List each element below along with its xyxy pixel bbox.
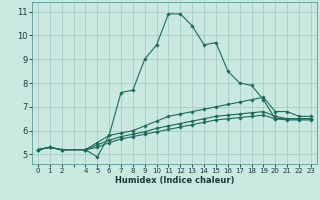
X-axis label: Humidex (Indice chaleur): Humidex (Indice chaleur) — [115, 176, 234, 185]
